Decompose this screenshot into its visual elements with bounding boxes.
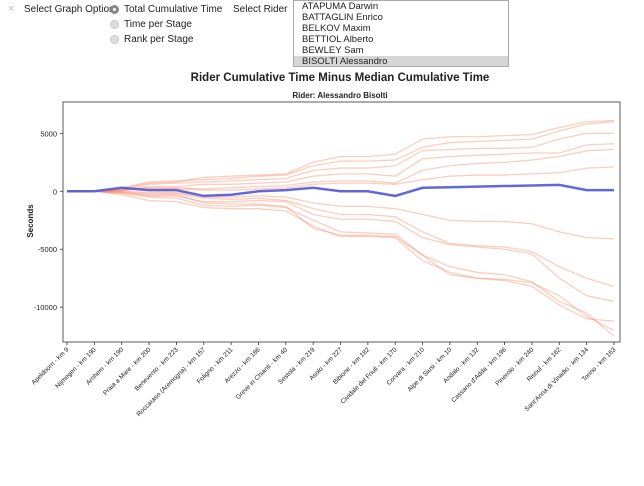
rider-line [67,190,615,322]
radio-button[interactable] [110,35,119,44]
y-tick-label: -10000 [34,303,57,312]
radio-button[interactable] [110,20,119,29]
rider-line [67,190,615,287]
rider-line [67,119,615,192]
x-tick-label: Cassano d'Adda - km 196 [450,346,508,404]
y-axis-label: Seconds [26,204,35,238]
rider-option[interactable]: BETTIOL Alberto [302,34,374,45]
graph-option[interactable]: Total Cumulative Time [110,4,222,15]
rider-option[interactable]: BEWLEY Sam [302,45,364,56]
y-tick-label: 0 [53,187,57,196]
highlight-line [67,183,614,198]
rider-option[interactable]: BATTAGLIN Enrico [302,12,383,23]
option-text: Rank per Stage [124,34,194,45]
x-tick-label: Greve in Chianti - km 40 [235,346,290,401]
rider-option[interactable]: BELKOV Maxim [302,23,371,34]
option-text: Total Cumulative Time [124,4,223,15]
graph-option-label: Select Graph Option: [24,4,118,15]
graph-option[interactable]: Rank per Stage [110,34,194,45]
rider-option[interactable]: ATAPUMA Darwin [302,1,379,12]
rider-option[interactable]: BISOLTI Alessandro [294,56,508,66]
close-icon[interactable]: × [8,3,15,15]
rider-line [67,132,614,192]
y-tick-label: -5000 [38,245,57,254]
x-tick-label: Praia a Mare - km 200 [102,346,153,397]
rider-label: Select Rider [233,4,288,15]
rider-list[interactable]: ATAPUMA Darwin BATTAGLIN Enrico BELKOV Max… [293,0,509,67]
plot-frame [62,101,621,343]
rider-line [67,190,615,240]
rider-line [67,143,615,192]
chart: Rider Cumulative Time Minus Median Cumul… [26,72,621,418]
radio-button[interactable] [110,5,119,14]
rider-line [67,148,615,192]
page: × Select Graph Option: Total Cumulative … [8,0,621,419]
chart-subtitle: Rider: Alessandro Bisolti [292,91,387,100]
option-text: Time per Stage [124,19,192,30]
y-tick-label: 5000 [40,129,57,138]
rider-line [67,121,615,192]
rider-line [67,190,615,331]
x-tick-label: Cividale del Friuli - km 170 [340,346,399,405]
graph-option[interactable]: Time per Stage [110,19,192,30]
chart-title: Rider Cumulative Time Minus Median Cumul… [191,72,490,84]
rider-line [67,190,615,337]
rider-line [67,190,615,303]
